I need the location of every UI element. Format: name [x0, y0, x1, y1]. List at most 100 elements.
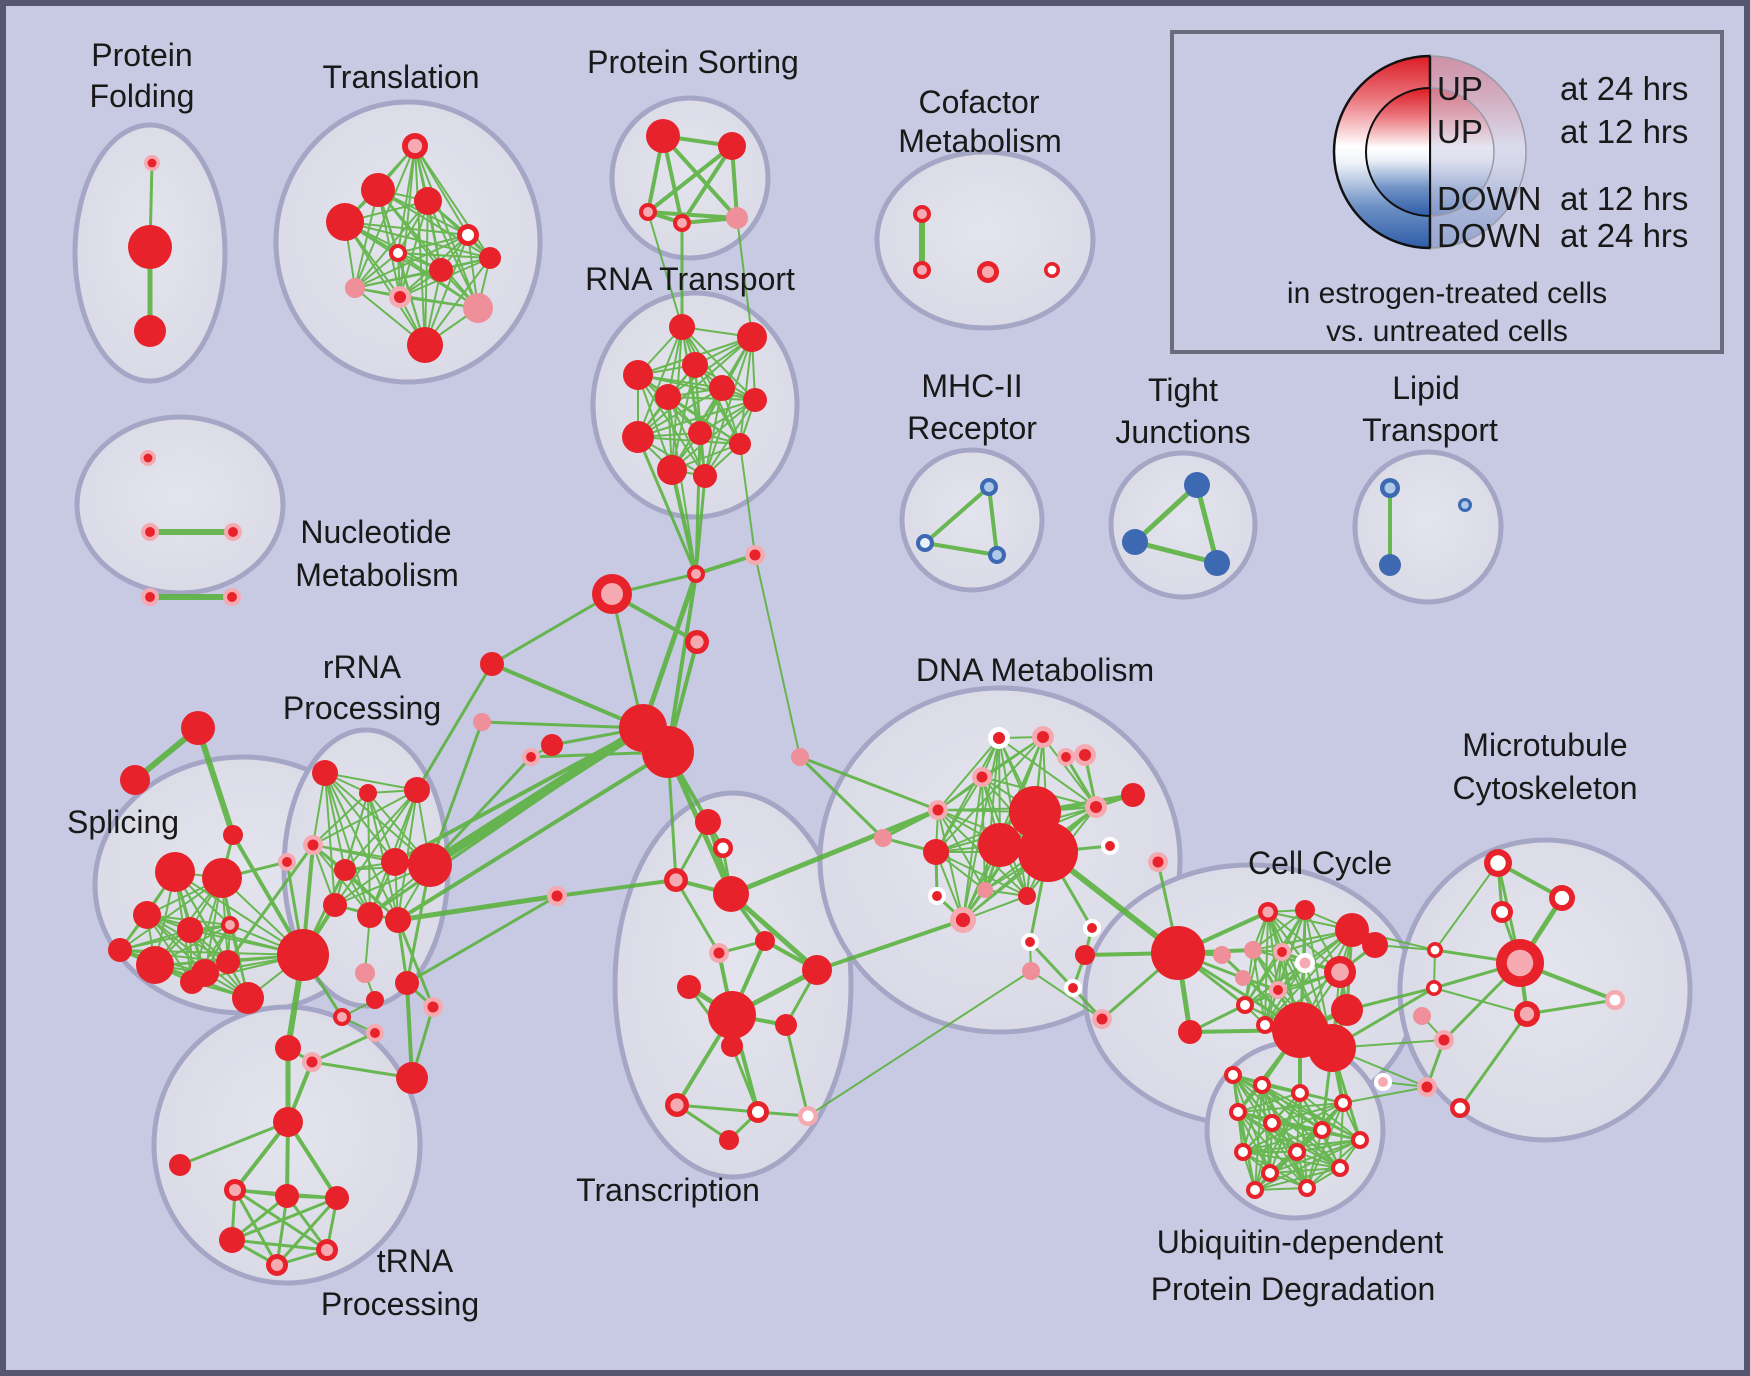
node-core-rr17	[403, 1069, 421, 1087]
node-rt7	[622, 421, 654, 453]
edge-tl7-tl11	[354, 257, 491, 289]
edge-tr2-tr3	[178, 1120, 290, 1167]
node-lp0	[1380, 478, 1400, 498]
node-core-t5	[759, 935, 771, 947]
node-core-mt7	[1519, 1006, 1535, 1022]
node-t1	[713, 838, 733, 858]
node-core-rr12	[400, 976, 414, 990]
cluster-ellipse-nucleotide-metabolism	[74, 414, 286, 596]
edge-rt7-rt11	[637, 436, 741, 445]
node-core-rt6	[748, 393, 762, 407]
node-core-j2	[601, 583, 623, 605]
node-tr9	[266, 1254, 288, 1276]
node-mt9	[1434, 1030, 1454, 1050]
node-t15	[719, 1130, 739, 1150]
node-core-dn19	[1025, 937, 1035, 947]
cluster-ellipse-tight-junctions	[1108, 450, 1258, 600]
node-dn5	[874, 829, 892, 847]
node-t14	[798, 1106, 818, 1126]
node-core-mt1	[1554, 890, 1570, 906]
legend-row-0-direction: UP	[1437, 70, 1483, 107]
edge-tr4-tr9	[233, 1188, 279, 1267]
node-tr6	[325, 1186, 349, 1210]
edge-t4-rr12	[405, 894, 559, 985]
edge-rt5-rt7	[637, 387, 723, 438]
node-cc12	[1256, 1016, 1274, 1034]
node-t3	[713, 876, 749, 912]
node-rt4	[655, 384, 681, 410]
edge-mt10-ub3	[1342, 1086, 1428, 1104]
cluster-label-lipid-2: Transport	[1362, 412, 1498, 448]
node-core-mt3	[1430, 945, 1440, 955]
node-nm0	[140, 450, 156, 466]
node-t8	[802, 955, 832, 985]
edge-t4-rr10	[395, 893, 560, 923]
node-tl4	[457, 224, 479, 246]
node-core-g1	[477, 717, 487, 727]
node-rt1	[737, 322, 767, 352]
edge-ub8-ub11	[1242, 1151, 1341, 1169]
edge-ub2-ub9	[1296, 1092, 1301, 1153]
node-dn11	[923, 839, 949, 865]
edge-rr0-rr9	[324, 772, 371, 916]
node-core-dn21	[1026, 966, 1036, 976]
node-rr7	[408, 843, 452, 887]
node-tr5	[275, 1184, 299, 1208]
node-dn3	[972, 767, 992, 787]
node-rr6	[381, 848, 409, 876]
node-sp1	[202, 858, 242, 898]
node-core-t12	[670, 1098, 684, 1112]
edge-tl3-tl4	[344, 221, 469, 236]
node-rr8	[323, 893, 347, 917]
node-dn24	[1057, 748, 1075, 766]
node-tl11	[479, 247, 501, 269]
cluster-label-cofactor-2: Metabolism	[898, 123, 1062, 159]
edge-mt7-mt12	[1458, 1012, 1529, 1110]
edge-mt5-mt7	[1433, 987, 1528, 1015]
node-tl0	[361, 173, 395, 207]
node-core-sp9	[239, 989, 257, 1007]
node-rt5	[709, 375, 735, 401]
node-cf0	[913, 205, 931, 223]
edge-ub4-ub10	[1237, 1111, 1271, 1174]
edge-rt8-j0	[694, 431, 702, 576]
node-core-rr16	[370, 1028, 380, 1038]
edge-dn1-dn6	[1042, 736, 1097, 808]
node-ub8	[1234, 1143, 1252, 1161]
edge-tj0-tj2	[1194, 482, 1220, 566]
edge-dn25-dn5	[798, 755, 885, 840]
node-core-dn7	[1126, 788, 1140, 802]
node-tr8	[316, 1239, 338, 1261]
node-mt2	[1491, 901, 1513, 923]
node-core-dn25	[795, 752, 805, 762]
node-core-lp2	[1461, 501, 1469, 509]
node-t4	[547, 886, 567, 906]
legend-row-2-direction: DOWN	[1437, 180, 1541, 217]
node-core-nm3	[145, 592, 155, 602]
legend-row-3-time: at 24 hrs	[1560, 217, 1688, 254]
node-dn20	[1075, 945, 1095, 965]
node-cc2	[1335, 913, 1369, 947]
node-core-dn6	[1089, 800, 1103, 814]
node-tl1	[402, 133, 428, 159]
node-rt0	[669, 314, 695, 340]
node-core-tj1	[1127, 534, 1143, 550]
edge-rt1-rt4	[667, 336, 753, 398]
node-tl2	[414, 187, 442, 215]
node-rt10	[693, 464, 717, 488]
node-core-rr3	[307, 839, 319, 851]
node-core-tr5	[280, 1189, 294, 1203]
node-nm2	[224, 523, 242, 541]
edge-ub7-ub9	[1296, 1139, 1361, 1153]
node-cc11	[1331, 994, 1363, 1026]
edge-j0-j1	[694, 553, 757, 576]
edge-rt5-rt10	[704, 387, 723, 477]
edge-rr2-rr5	[344, 789, 418, 871]
edge-dn0-dn4	[937, 737, 1000, 811]
node-rr5	[334, 859, 356, 881]
node-sp10	[180, 970, 204, 994]
node-dn25	[791, 748, 809, 766]
node-cc7	[1324, 956, 1356, 988]
node-mt7	[1514, 1001, 1540, 1027]
